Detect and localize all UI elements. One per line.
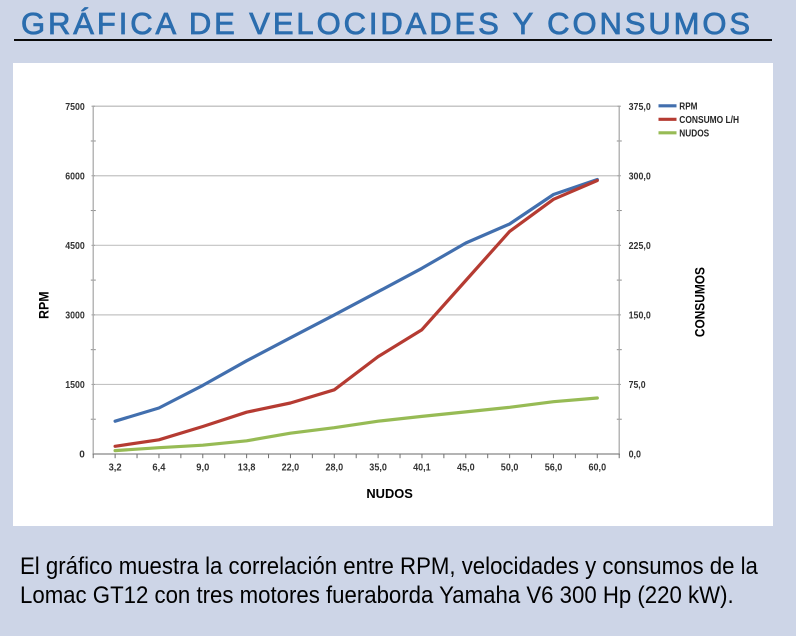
svg-text:6,4: 6,4 xyxy=(152,463,165,474)
svg-text:4500: 4500 xyxy=(65,241,85,252)
svg-text:3,2: 3,2 xyxy=(109,463,122,474)
svg-text:0: 0 xyxy=(79,450,85,461)
svg-text:0,0: 0,0 xyxy=(629,450,642,461)
svg-text:CONSUMOS: CONSUMOS xyxy=(693,267,708,337)
svg-text:22,0: 22,0 xyxy=(282,463,300,474)
svg-text:300,0: 300,0 xyxy=(629,172,652,183)
svg-text:6000: 6000 xyxy=(65,172,85,183)
svg-text:60,0: 60,0 xyxy=(589,463,607,474)
svg-text:28,0: 28,0 xyxy=(326,463,344,474)
svg-text:150,0: 150,0 xyxy=(629,311,652,322)
svg-text:75,0: 75,0 xyxy=(629,380,646,391)
svg-text:13,8: 13,8 xyxy=(238,463,256,474)
svg-text:50,0: 50,0 xyxy=(501,463,519,474)
svg-text:375,0: 375,0 xyxy=(629,102,652,113)
svg-text:CONSUMO L/H: CONSUMO L/H xyxy=(679,115,739,126)
svg-text:56,0: 56,0 xyxy=(545,463,563,474)
svg-text:NUDOS: NUDOS xyxy=(366,486,413,501)
svg-text:NUDOS: NUDOS xyxy=(679,128,709,139)
svg-text:225,0: 225,0 xyxy=(629,241,652,252)
svg-text:9,0: 9,0 xyxy=(196,463,209,474)
svg-text:45,0: 45,0 xyxy=(457,463,475,474)
svg-text:RPM: RPM xyxy=(36,291,51,319)
svg-text:40,1: 40,1 xyxy=(413,463,431,474)
svg-text:RPM: RPM xyxy=(679,101,697,112)
svg-text:1500: 1500 xyxy=(65,380,85,391)
svg-text:35,0: 35,0 xyxy=(369,463,387,474)
svg-text:3000: 3000 xyxy=(65,311,85,322)
svg-text:7500: 7500 xyxy=(65,102,85,113)
